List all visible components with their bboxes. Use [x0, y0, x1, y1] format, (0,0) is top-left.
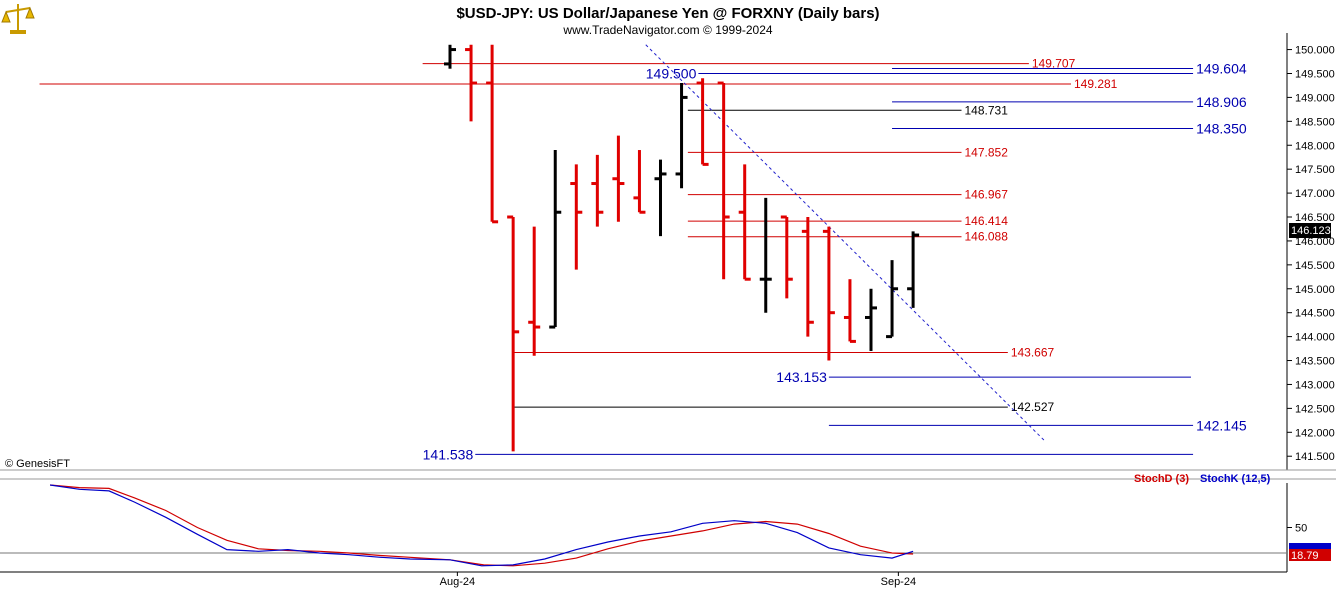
price-tick-label: 144.000 — [1295, 332, 1335, 344]
last-price-label: 146.123 — [1291, 225, 1331, 237]
price-axis-ticks: 150.000 149.500 149.000 148.500 148.000 147.5… — [1287, 45, 1335, 463]
stoch-series-line — [50, 484, 914, 567]
ohlc-bar — [633, 150, 646, 214]
time-axis-ticks: Aug-24 Sep-24 — [440, 572, 916, 588]
ohlc-bar — [801, 217, 814, 337]
support-resistance-levels: 149.707 149.604 149.500 149.281 148.906 148.7… — [39, 57, 1247, 462]
level-label: 142.527 — [1011, 400, 1055, 414]
price-tick-label: 148.500 — [1295, 116, 1335, 128]
level-label: 149.500 — [646, 65, 697, 81]
ohlc-bar — [738, 164, 751, 281]
ohlc-bar — [570, 164, 583, 270]
level-label: 149.604 — [1196, 61, 1247, 77]
ohlc-bar — [444, 44, 456, 69]
ohlc-bar — [717, 81, 730, 280]
watermark: © GenesisFT — [5, 458, 70, 470]
stoch-tick-label: 50 — [1295, 523, 1307, 535]
level-label: 146.088 — [965, 230, 1009, 244]
level-label: 141.538 — [423, 446, 474, 462]
level-label: 149.707 — [1032, 57, 1076, 71]
price-tick-label: 148.000 — [1295, 140, 1335, 152]
price-tick-label: 142.000 — [1295, 427, 1335, 439]
trendline-layer — [645, 44, 1047, 443]
price-tick-label: 149.000 — [1295, 92, 1335, 104]
ohlc-bar — [549, 150, 562, 329]
last-price-tag — [1289, 223, 1331, 238]
price-tick-label: 145.500 — [1295, 260, 1335, 272]
scales-icon — [1, 4, 35, 34]
price-tick-label: 147.000 — [1295, 188, 1335, 200]
price-tick-label: 150.000 — [1295, 45, 1335, 57]
ohlc-bar — [822, 226, 835, 361]
chart-title: $USD-JPY: US Dollar/Japanese Yen @ FORXN… — [456, 5, 879, 22]
price-tick-label: 146.500 — [1295, 212, 1335, 224]
ohlc-bar — [486, 44, 499, 224]
ohlc-bar — [696, 78, 709, 166]
level-label: 148.906 — [1196, 94, 1247, 110]
price-tick-label: 143.500 — [1295, 356, 1335, 368]
price-bars — [444, 44, 920, 452]
level-label: 143.667 — [1011, 346, 1055, 360]
stochastic-panel: 50 18.79 StochD (3) StochK (12,5) — [0, 473, 1331, 567]
stoch-k-tag — [1289, 543, 1331, 553]
price-tick-label: 144.500 — [1295, 308, 1335, 320]
stoch-d-tag — [1289, 549, 1331, 561]
level-label: 146.967 — [965, 188, 1009, 202]
price-tick-label: 145.000 — [1295, 284, 1335, 296]
stoch-series-line — [50, 484, 914, 567]
level-label: 149.281 — [1074, 77, 1118, 91]
level-label: 148.731 — [965, 103, 1009, 117]
ohlc-bar — [780, 215, 793, 299]
level-label: 148.350 — [1196, 121, 1247, 137]
price-tick-label: 141.500 — [1295, 451, 1335, 463]
trendline — [645, 44, 1047, 443]
ohlc-bar — [759, 197, 772, 313]
ohlc-bar — [507, 215, 520, 452]
price-tick-label: 149.500 — [1295, 68, 1335, 80]
ohlc-bar — [843, 279, 856, 343]
level-label: 143.153 — [776, 369, 827, 385]
ohlc-bar — [907, 231, 920, 308]
chart-subtitle: www.TradeNavigator.com © 1999-2024 — [562, 23, 772, 37]
ohlc-bar — [865, 288, 877, 351]
level-label: 147.852 — [965, 145, 1009, 159]
price-tick-label: 142.500 — [1295, 403, 1335, 415]
ohlc-bar — [612, 135, 625, 222]
stoch-d-value: 18.79 — [1291, 550, 1319, 562]
price-tick-label: 143.000 — [1295, 379, 1335, 391]
level-label: 142.145 — [1196, 417, 1247, 433]
time-tick-label: Sep-24 — [881, 576, 916, 588]
ohlc-bar — [591, 154, 604, 227]
legend-stochd: StochD (3) — [1134, 473, 1189, 485]
ohlc-bar — [654, 159, 667, 237]
ohlc-bar — [675, 83, 688, 189]
ohlc-bar — [886, 260, 899, 339]
level-label: 146.414 — [965, 214, 1009, 228]
price-tick-label: 147.500 — [1295, 164, 1335, 176]
ohlc-bar — [528, 226, 541, 356]
time-tick-label: Aug-24 — [440, 576, 475, 588]
legend-stochk: StochK (12,5) — [1200, 473, 1271, 485]
price-tick-label: 146.000 — [1295, 236, 1335, 248]
ohlc-bar — [465, 44, 478, 122]
